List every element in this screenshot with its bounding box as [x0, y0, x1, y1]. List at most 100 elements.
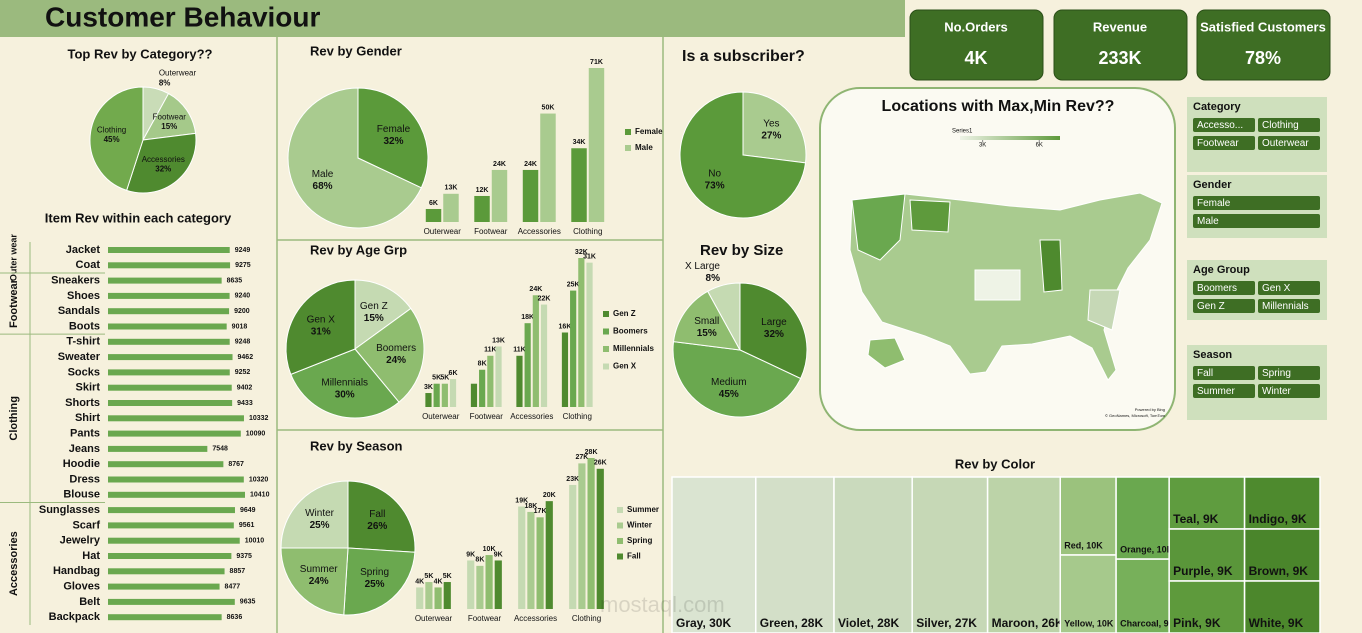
treemap-cell	[671, 476, 757, 633]
pie-label: No	[708, 169, 721, 180]
y-tick-label: Belt	[79, 596, 100, 608]
slicer-title: Gender	[1193, 179, 1232, 191]
pie-value: 8%	[159, 78, 171, 87]
y-tick-label: Sunglasses	[39, 504, 100, 516]
slicer-item: Millennials	[1262, 301, 1309, 312]
pie-label: Small	[694, 316, 719, 327]
y-tick-label: Gloves	[63, 581, 100, 593]
bar	[561, 332, 569, 407]
treemap-label: Purple, 9K	[1173, 564, 1233, 578]
slicer-button[interactable]	[1258, 366, 1320, 380]
value-label: 4K	[415, 578, 424, 585]
slicer-item: Outerwear	[1262, 138, 1309, 149]
value-label: 3K	[424, 384, 433, 391]
value-label: 9K	[494, 551, 503, 558]
pie-label: Boomers	[376, 343, 416, 354]
value-label: 19K	[515, 497, 528, 504]
y-tick-label: T-shirt	[66, 336, 100, 348]
bar	[425, 393, 432, 407]
pie-label: Large	[761, 317, 787, 328]
legend-label: Gen X	[613, 362, 637, 371]
slicer-button[interactable]	[1258, 384, 1320, 398]
slicer-button[interactable]	[1193, 214, 1320, 228]
pie-value: 32%	[764, 329, 784, 340]
slicer-button[interactable]	[1258, 136, 1320, 150]
legend-swatch	[625, 129, 631, 135]
x-tick-label: Footwear	[468, 614, 502, 623]
slicer-button[interactable]	[1258, 299, 1320, 313]
value-label: 20K	[543, 492, 556, 499]
legend-swatch	[603, 311, 609, 317]
slicer-button[interactable]	[1258, 118, 1320, 132]
y-tick-label: Pants	[70, 428, 100, 440]
colorbar	[960, 136, 1060, 140]
value-label: 23K	[566, 476, 579, 483]
value-label: 10410	[250, 492, 270, 499]
slicer-title: Age Group	[1193, 264, 1250, 276]
bar	[416, 587, 424, 609]
value-label: 24K	[529, 286, 542, 293]
legend-label: Male	[635, 143, 653, 152]
pie-label: Spring	[360, 567, 389, 578]
slicer-button[interactable]	[1193, 118, 1255, 132]
pie-value: 25%	[365, 579, 385, 590]
group-label: Clothing	[8, 396, 20, 441]
bar	[108, 553, 232, 559]
slicer-button[interactable]	[1258, 281, 1320, 295]
legend-swatch	[603, 328, 609, 335]
slicer-button[interactable]	[1193, 136, 1255, 150]
pie-value: 30%	[335, 390, 355, 401]
value-label: 12K	[476, 187, 489, 194]
bar	[443, 582, 451, 609]
value-label: 6K	[429, 200, 438, 207]
bar	[532, 295, 539, 407]
treemap-label: Gray, 30K	[676, 616, 731, 630]
y-tick-label: Handbag	[53, 565, 100, 577]
pie-value: 24%	[309, 576, 329, 587]
x-tick-label: Footwear	[474, 227, 508, 236]
bar	[108, 262, 231, 269]
bar	[494, 560, 502, 609]
legend-swatch	[603, 346, 609, 352]
y-tick-label: Sneakers	[51, 275, 100, 287]
treemap-cell	[755, 476, 835, 633]
section-title: Rev by Season	[310, 438, 403, 453]
value-label: 5K	[440, 375, 449, 382]
value-label: 9240	[235, 293, 251, 300]
slicer-button[interactable]	[1193, 281, 1255, 295]
slicer-item: Spring	[1262, 368, 1291, 379]
y-tick-label: Shirt	[75, 412, 100, 424]
value-label: 10K	[483, 546, 496, 553]
pie-label: Yes	[763, 119, 779, 130]
treemap-label: Indigo, 9K	[1249, 512, 1307, 526]
value-label: 11K	[484, 347, 496, 354]
value-label: 9249	[235, 247, 251, 254]
value-label: 9275	[235, 262, 251, 269]
slicer-button[interactable]	[1193, 299, 1255, 313]
kpi-card	[1053, 9, 1188, 81]
pie-value: 45%	[104, 135, 120, 144]
treemap-label: Brown, 9K	[1249, 564, 1309, 578]
pie-label: Clothing	[97, 125, 126, 134]
value-label: 8767	[228, 461, 244, 468]
pie-slice	[672, 290, 741, 351]
slicer-button[interactable]	[1193, 384, 1255, 398]
pie-label: Millennials	[321, 378, 368, 389]
bar	[108, 369, 230, 376]
group-label: Footwear	[8, 278, 20, 328]
value-label: 10090	[246, 430, 266, 437]
pie-label: Gen Z	[360, 301, 388, 312]
legend-label: Gen Z	[613, 309, 636, 318]
slicer-button[interactable]	[1193, 196, 1320, 210]
bar	[588, 68, 605, 222]
y-tick-label: Blouse	[63, 489, 100, 501]
treemap-label: Orange, 10K	[1120, 544, 1174, 554]
pie-label: X Large	[685, 261, 720, 272]
bar	[108, 507, 235, 514]
slicer-button[interactable]	[1193, 366, 1255, 380]
slicer-item: Winter	[1262, 386, 1292, 397]
map-title: Locations with Max,Min Rev??	[882, 98, 1115, 115]
slicer-item: Gen Z	[1197, 301, 1225, 312]
value-label: 9375	[236, 553, 252, 560]
slicer-item: Female	[1197, 198, 1231, 209]
